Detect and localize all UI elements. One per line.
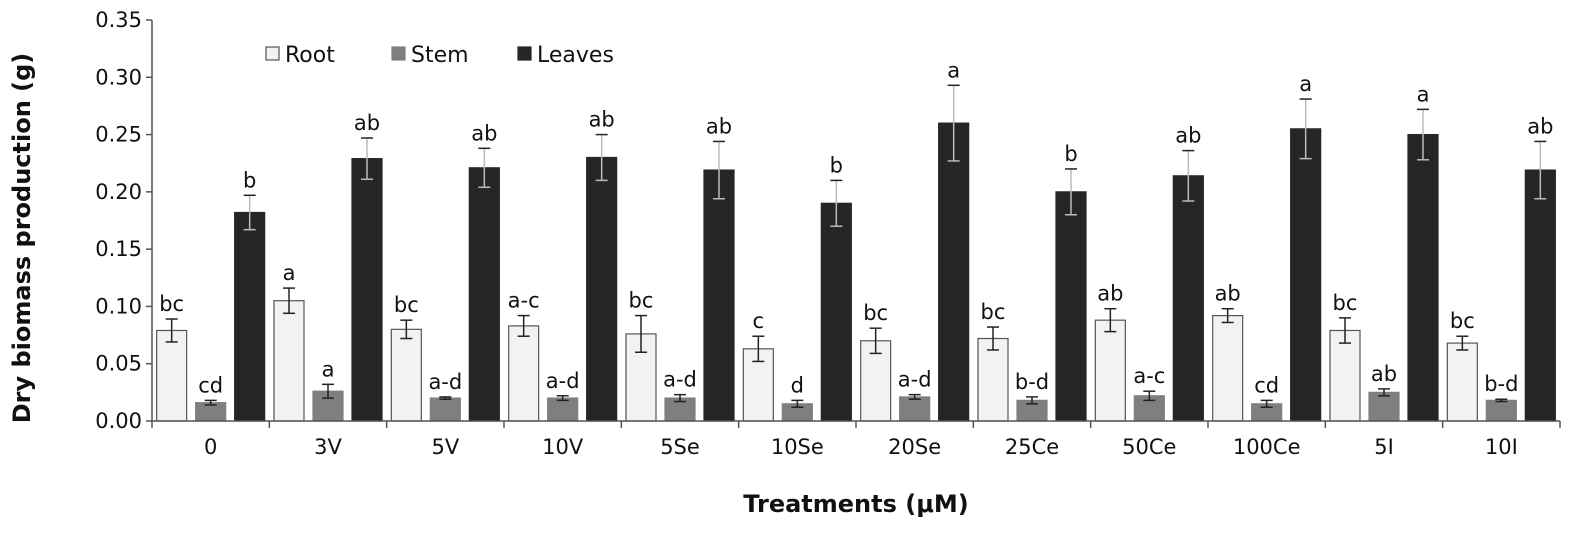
- stem-significance-label: a: [322, 357, 335, 381]
- y-tick-label: 0.20: [95, 180, 142, 204]
- stem-bar: [1368, 391, 1400, 422]
- leaves-significance-label: a: [1417, 82, 1430, 106]
- y-tick-label: 0.00: [95, 409, 142, 433]
- leaves-bar: [234, 211, 266, 422]
- root-significance-label: c: [753, 309, 765, 333]
- legend: Root Stem Leaves: [265, 43, 614, 68]
- root-significance-label: ab: [1215, 282, 1241, 306]
- leaves-bar: [1290, 128, 1322, 422]
- y-axis-ticks: 0.00 0.05 0.10 0.15 0.20 0.25 0.30 0.35: [95, 8, 152, 433]
- x-tick-label: 20Se: [888, 435, 941, 459]
- root-significance-label: a: [283, 261, 296, 285]
- root-legend-label: Root: [285, 43, 335, 68]
- x-tick-label: 100Ce: [1233, 435, 1301, 459]
- x-tick-label: 0: [204, 435, 217, 459]
- x-tick-label: 5I: [1374, 435, 1394, 459]
- leaves-bar: [1172, 175, 1204, 422]
- stem-bar: [429, 397, 461, 422]
- stem-significance-label: a-d: [546, 369, 580, 393]
- x-tick-label: 5V: [431, 435, 459, 459]
- leaves-significance-label: a: [1299, 72, 1312, 96]
- y-tick-label: 0.25: [95, 123, 142, 147]
- leaves-bar: [938, 122, 970, 422]
- x-tick-label: 25Ce: [1005, 435, 1059, 459]
- root-bar: [1212, 314, 1244, 422]
- root-legend-swatch: [265, 46, 280, 61]
- leaves-bar: [1407, 133, 1439, 422]
- leaves-significance-label: b: [830, 153, 843, 177]
- x-tick-label: 10V: [542, 435, 584, 459]
- root-bar: [390, 328, 422, 422]
- leaves-bar: [351, 158, 383, 422]
- leaves-significance-label: b: [243, 168, 256, 192]
- y-tick-label: 0.30: [95, 65, 142, 89]
- root-bar: [977, 337, 1009, 422]
- stem-significance-label: cd: [1254, 373, 1279, 397]
- stem-significance-label: a-d: [428, 370, 462, 394]
- leaves-bar: [703, 169, 735, 422]
- leaves-bar: [1055, 191, 1087, 422]
- leaves-bar: [1524, 169, 1556, 422]
- stem-significance-label: d: [791, 373, 804, 397]
- y-tick-label: 0.15: [95, 237, 142, 261]
- stem-significance-label: a-d: [663, 368, 697, 392]
- stem-significance-label: cd: [198, 373, 223, 397]
- leaves-significance-label: ab: [1527, 114, 1553, 138]
- y-axis-title: Dry biomass production (g): [8, 53, 36, 424]
- x-tick-label: 50Ce: [1122, 435, 1176, 459]
- root-significance-label: bc: [629, 289, 654, 313]
- y-tick-label: 0.10: [95, 294, 142, 318]
- root-significance-label: bc: [394, 293, 419, 317]
- root-significance-label: bc: [1333, 291, 1358, 315]
- x-tick-label: 5Se: [660, 435, 700, 459]
- stem-bar: [1485, 399, 1517, 422]
- stem-significance-label: a-c: [1133, 364, 1165, 388]
- stem-bar: [547, 397, 579, 422]
- stem-legend-label: Stem: [411, 43, 469, 68]
- root-significance-label: bc: [981, 300, 1006, 324]
- leaves-significance-label: ab: [589, 108, 615, 132]
- leaves-significance-label: ab: [354, 111, 380, 135]
- root-significance-label: bc: [1450, 309, 1475, 333]
- leaves-bar: [586, 156, 618, 422]
- leaves-bar: [820, 202, 852, 422]
- root-significance-label: bc: [863, 301, 888, 325]
- leaves-legend-swatch: [517, 46, 532, 61]
- x-tick-label: 10I: [1485, 435, 1518, 459]
- x-tick-label: 3V: [314, 435, 342, 459]
- root-bar: [508, 325, 540, 422]
- stem-significance-label: a-d: [898, 368, 932, 392]
- leaves-significance-label: ab: [706, 114, 732, 138]
- stem-legend-swatch: [391, 46, 406, 61]
- x-tick-label: 10Se: [771, 435, 824, 459]
- root-bar: [1329, 329, 1361, 422]
- stem-significance-label: b-d: [1484, 372, 1518, 396]
- stem-significance-label: b-d: [1015, 370, 1049, 394]
- root-bar: [156, 329, 188, 422]
- root-significance-label: a-c: [508, 289, 540, 313]
- root-bar: [1446, 342, 1478, 422]
- leaves-significance-label: a: [947, 58, 960, 82]
- y-tick-label: 0.05: [95, 352, 142, 376]
- leaves-significance-label: ab: [1175, 124, 1201, 148]
- leaves-significance-label: b: [1064, 142, 1077, 166]
- stem-significance-label: ab: [1371, 362, 1397, 386]
- y-tick-label: 0.35: [95, 8, 142, 32]
- leaves-significance-label: ab: [471, 121, 497, 145]
- leaves-bar: [468, 167, 500, 422]
- root-significance-label: bc: [159, 292, 184, 316]
- stem-bar: [899, 396, 931, 422]
- root-bar: [1094, 319, 1126, 422]
- root-significance-label: ab: [1097, 282, 1123, 306]
- x-axis-ticks: 0 3V 5V 10V 5Se 10Se 20Se 25Ce 50Ce 100Ce 5I 10I: [151, 421, 1561, 459]
- x-axis-title: Treatments (μM): [743, 490, 968, 518]
- leaves-legend-label: Leaves: [537, 43, 614, 68]
- root-bar: [273, 300, 305, 422]
